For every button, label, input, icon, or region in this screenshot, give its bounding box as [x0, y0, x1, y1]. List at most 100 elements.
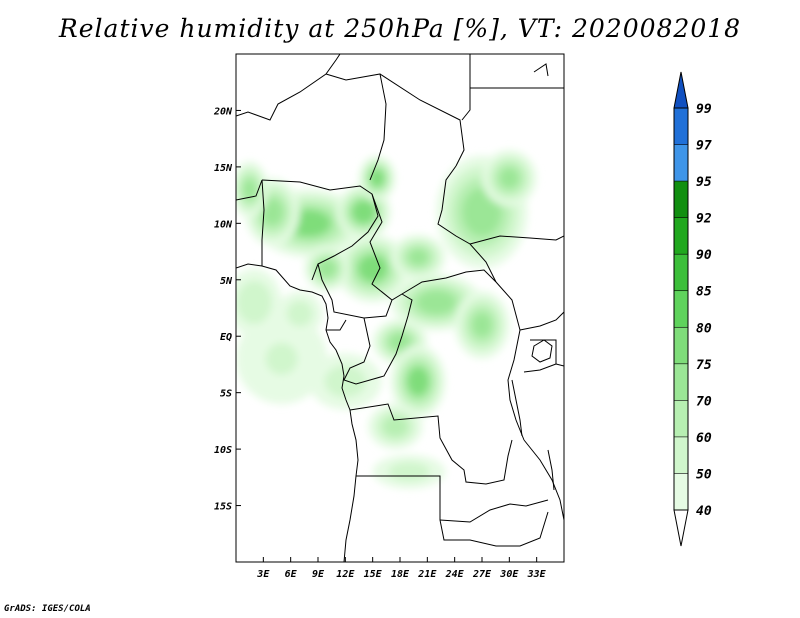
humidity-band	[243, 179, 257, 200]
humidity-band	[417, 290, 456, 315]
humidity-cell	[336, 234, 410, 303]
x-tick-label: 21E	[417, 569, 437, 580]
border-gabon	[326, 319, 347, 331]
border-sinai	[533, 63, 549, 77]
border-niger-chad	[325, 73, 387, 181]
x-tick-label: 27E	[472, 569, 492, 580]
y-tick-label: 15S	[214, 502, 232, 513]
humidity-band	[324, 365, 366, 398]
humidity-cell	[372, 454, 446, 489]
border-libya	[379, 73, 465, 167]
x-tick-label: 18E	[391, 569, 410, 580]
y-tick-label: 5N	[220, 276, 233, 287]
humidity-cell	[277, 291, 323, 337]
colorbar-label: 80	[696, 321, 712, 336]
border-egypt	[461, 54, 471, 121]
border-sudan-ss	[469, 235, 564, 245]
colorbar-label: 95	[696, 175, 712, 190]
colorbar-label: 92	[696, 212, 712, 227]
x-tick-label: 33E	[527, 569, 547, 580]
humidity-band	[261, 198, 284, 226]
humidity-cell	[454, 291, 510, 359]
x-tick-label: 24E	[445, 569, 465, 580]
border-drc-south	[349, 403, 513, 485]
colorbar-segment	[674, 363, 688, 401]
humidity-band	[408, 368, 429, 395]
humidity-band	[499, 168, 519, 189]
border-drc-east	[495, 281, 525, 441]
y-tick-label: 10N	[214, 219, 233, 230]
humidity-shading	[236, 150, 537, 489]
humidity-band	[462, 187, 502, 237]
humidity-cell	[236, 161, 268, 218]
x-tick-label: 15E	[364, 569, 383, 580]
humidity-cell	[390, 234, 446, 280]
x-tick-label: 12E	[336, 569, 355, 580]
colorbar-label: 85	[696, 285, 712, 300]
colorbar-label: 97	[696, 139, 712, 154]
colorbar-segment	[674, 181, 688, 218]
colorbar-segment	[674, 254, 688, 291]
y-tick-label: 5S	[220, 389, 232, 400]
colorbar-label: 70	[696, 394, 712, 409]
lake-tanganyika	[511, 379, 523, 437]
humidity-cell	[236, 313, 328, 404]
humidity-cell	[304, 245, 350, 292]
humidity-band	[318, 259, 336, 278]
colorbar-label: 50	[696, 467, 712, 482]
humidity-band	[359, 256, 387, 281]
colorbar-segment	[674, 290, 688, 328]
border-chad-car	[369, 193, 497, 301]
grads-credit: GrADS: IGES/COLA	[4, 604, 91, 614]
border-chad-sudan	[437, 165, 497, 283]
y-axis-ticks: 20N 15N 10N 5N EQ 5S 10S 15S	[213, 106, 241, 513]
humidity-band	[382, 416, 408, 437]
country-borders	[236, 54, 564, 562]
colorbar-segment	[674, 217, 688, 255]
border-tanzania	[523, 439, 564, 521]
border-cameroon	[317, 263, 393, 319]
y-tick-label: EQ	[220, 332, 232, 343]
y-tick-label: 10S	[214, 445, 232, 456]
border-zambia	[439, 499, 549, 523]
border-congo	[343, 293, 413, 385]
border-angola	[356, 475, 549, 547]
humidity-cell	[359, 155, 396, 201]
humidity-cell	[236, 268, 282, 337]
border-kenya	[555, 363, 564, 367]
humidity-cell	[482, 150, 537, 207]
humidity-cell	[308, 353, 382, 410]
humidity-band	[370, 169, 384, 187]
colorbar-label: 60	[696, 431, 712, 446]
y-tick-label: 20N	[213, 106, 233, 117]
x-axis-ticks: 3E 6E 9E 12E 15E 18E 21E 24E 27E 30E 33E	[256, 557, 547, 580]
colorbar-segment	[674, 436, 688, 474]
x-tick-label: 30E	[499, 569, 519, 580]
coastline-west	[236, 263, 359, 562]
humidity-band	[352, 201, 375, 223]
border-lakes-east	[519, 311, 564, 331]
border-nigeria	[261, 179, 379, 281]
humidity-cell	[368, 403, 423, 450]
humidity-band	[265, 343, 298, 375]
colorbar-segment	[674, 327, 688, 364]
humidity-cell	[390, 345, 446, 418]
x-tick-label: 9E	[312, 569, 325, 580]
colorbar-high-arrow	[673, 71, 689, 109]
humidity-band	[286, 300, 313, 327]
colorbar-segment	[674, 473, 688, 510]
humidity-band	[388, 462, 430, 482]
border-north-sahara	[236, 54, 341, 121]
lake-malawi	[547, 449, 555, 491]
y-tick-label: 15N	[214, 163, 233, 174]
colorbar-low-arrow	[673, 509, 689, 547]
colorbar-label: 75	[696, 358, 712, 373]
colorbar-segment	[674, 400, 688, 437]
humidity-band	[236, 280, 272, 324]
lake-victoria	[531, 339, 553, 363]
colorbar-label: 90	[696, 248, 712, 263]
x-tick-label: 6E	[285, 569, 298, 580]
humidity-band	[472, 313, 492, 337]
border-west-states	[236, 179, 265, 266]
